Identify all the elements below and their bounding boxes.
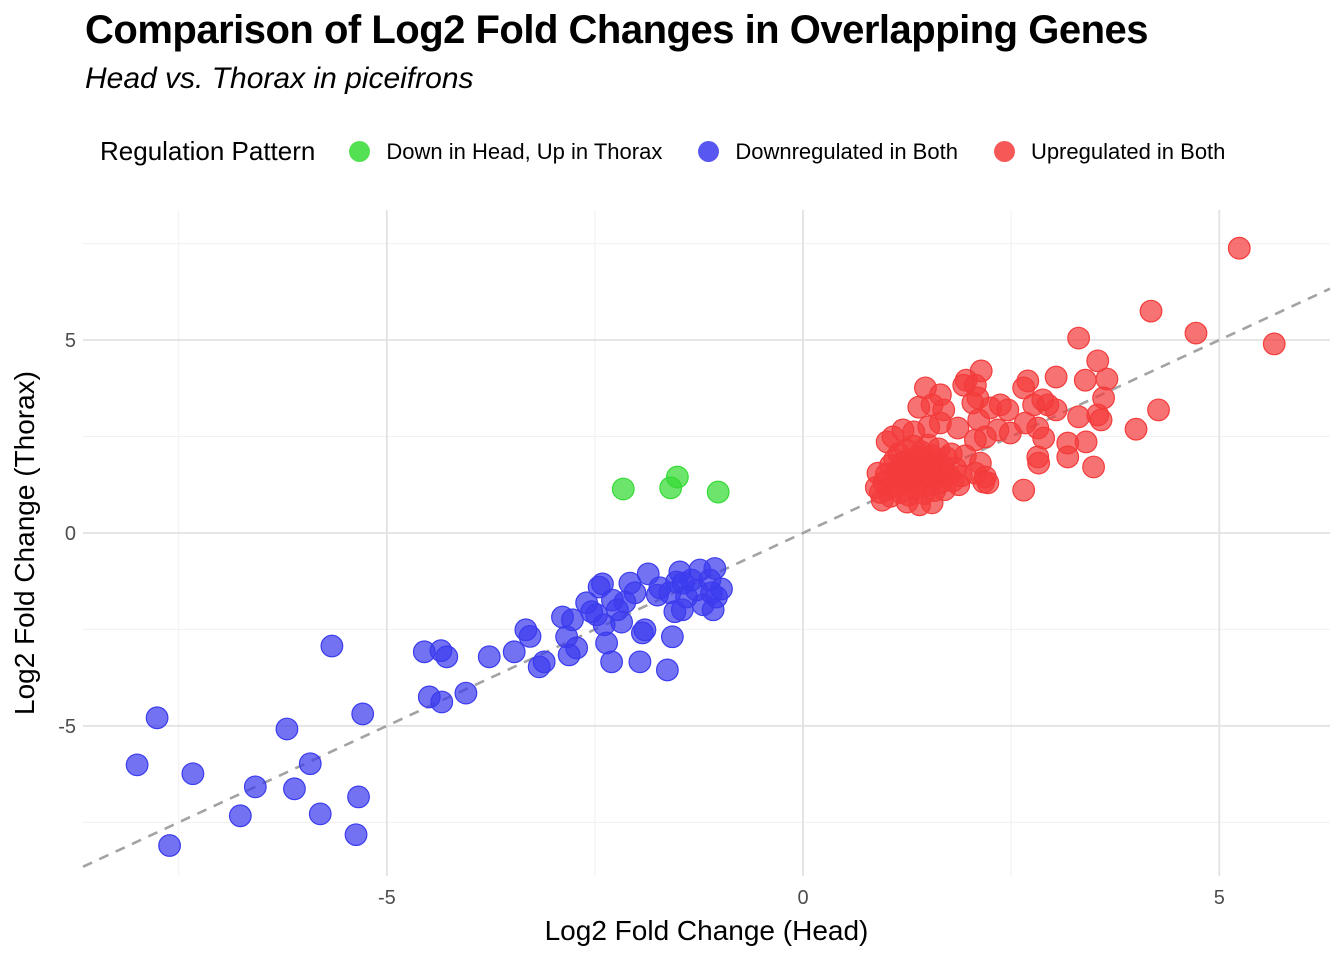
legend-items: Down in Head, Up in Thorax Downregulated … <box>349 139 1261 165</box>
data-point-series-2 <box>1074 430 1098 454</box>
data-point-series-0 <box>706 480 730 504</box>
data-point-series-1 <box>430 690 454 714</box>
data-point-series-1 <box>561 608 584 632</box>
data-point-series-1 <box>158 834 181 857</box>
data-point-series-2 <box>972 470 996 494</box>
legend-title: Regulation Pattern <box>100 136 316 166</box>
legend-item: Downregulated in Both <box>698 139 958 165</box>
data-point-series-1 <box>125 753 149 777</box>
data-point-series-1 <box>600 650 624 674</box>
x-axis-title: Log2 Fold Change (Head) <box>545 915 869 946</box>
data-point-series-1 <box>347 785 370 809</box>
data-point-series-1 <box>633 618 657 642</box>
data-point-series-2 <box>1056 445 1080 469</box>
data-point-series-2 <box>870 488 894 512</box>
chart-title: Comparison of Log2 Fold Changes in Overl… <box>85 8 1149 52</box>
data-point-series-2 <box>1044 365 1068 389</box>
data-point-series-1 <box>565 636 589 660</box>
data-point-series-1 <box>518 624 542 648</box>
data-point-series-2 <box>1124 417 1148 441</box>
x-tick-label: -5 <box>378 887 396 909</box>
legend-dot-icon <box>993 141 1015 162</box>
y-tick-label: 5 <box>65 330 76 352</box>
data-point-series-2 <box>1086 403 1110 427</box>
data-point-series-1 <box>532 650 556 674</box>
data-point-series-2 <box>1067 405 1091 429</box>
x-tick-label: 5 <box>1214 887 1225 909</box>
data-point-series-1 <box>660 625 684 649</box>
data-point-series-1 <box>502 640 526 664</box>
data-point-series-0 <box>665 465 689 489</box>
data-point-series-2 <box>1184 321 1208 345</box>
data-point-series-2 <box>1147 398 1170 422</box>
data-point-series-2 <box>1027 451 1051 475</box>
data-point-series-2 <box>1095 367 1119 391</box>
legend-item: Upregulated in Both <box>993 138 1226 165</box>
data-point-series-2 <box>1086 349 1110 373</box>
data-point-series-1 <box>145 706 169 730</box>
data-point-series-1 <box>477 645 501 669</box>
data-point-series-1 <box>275 717 299 741</box>
y-tick-label: -5 <box>58 716 76 738</box>
data-point-series-1 <box>181 762 205 786</box>
legend-label: Down in Head, Up in Thorax <box>386 138 663 164</box>
data-point-series-1 <box>623 581 647 605</box>
data-point-series-2 <box>1067 326 1091 350</box>
data-point-series-1 <box>628 650 652 674</box>
data-point-series-2 <box>1044 398 1068 422</box>
data-point-series-1 <box>610 610 633 634</box>
data-point-series-1 <box>595 631 619 655</box>
chart-subtitle: Head vs. Thorax in piceifrons <box>85 62 474 95</box>
y-tick-label: 0 <box>65 523 76 545</box>
legend-label: Downregulated in Both <box>735 138 958 164</box>
x-tick-label: 0 <box>798 887 809 909</box>
data-point-series-1 <box>283 777 306 801</box>
data-point-series-1 <box>454 681 478 705</box>
data-point-series-1 <box>655 658 679 682</box>
data-point-series-2 <box>1262 332 1286 356</box>
data-point-series-2 <box>949 464 973 488</box>
data-point-series-2 <box>920 491 944 515</box>
legend: Regulation Pattern Down in Head, Up in T… <box>100 136 1261 167</box>
data-point-series-1 <box>228 804 252 828</box>
data-point-series-2 <box>953 444 977 468</box>
data-point-series-1 <box>308 802 332 826</box>
data-point-series-1 <box>243 775 267 799</box>
data-point-series-2 <box>946 416 970 440</box>
data-point-series-1 <box>298 752 322 776</box>
data-point-series-1 <box>351 702 375 726</box>
y-axis-title: Log2 Fold Change (Thorax) <box>9 371 40 715</box>
data-point-series-2 <box>1139 299 1163 323</box>
data-point-series-2 <box>1012 478 1036 502</box>
legend-label: Upregulated in Both <box>1030 138 1226 164</box>
legend-item: Down in Head, Up in Thorax <box>349 139 662 165</box>
data-point-series-2 <box>1032 426 1056 450</box>
legend-dot-icon <box>698 141 720 162</box>
data-point-series-1 <box>344 823 368 847</box>
legend-dot-icon <box>349 141 371 162</box>
data-point-series-2 <box>1073 368 1097 392</box>
data-point-series-2 <box>1012 376 1036 400</box>
data-point-series-2 <box>1227 236 1251 260</box>
data-point-series-1 <box>320 634 344 658</box>
data-point-series-0 <box>611 477 635 501</box>
data-point-series-1 <box>710 577 733 601</box>
data-point-series-2 <box>996 398 1020 422</box>
data-point-series-1 <box>703 557 727 580</box>
data-point-series-2 <box>1082 455 1105 479</box>
data-point-series-1 <box>435 645 459 669</box>
